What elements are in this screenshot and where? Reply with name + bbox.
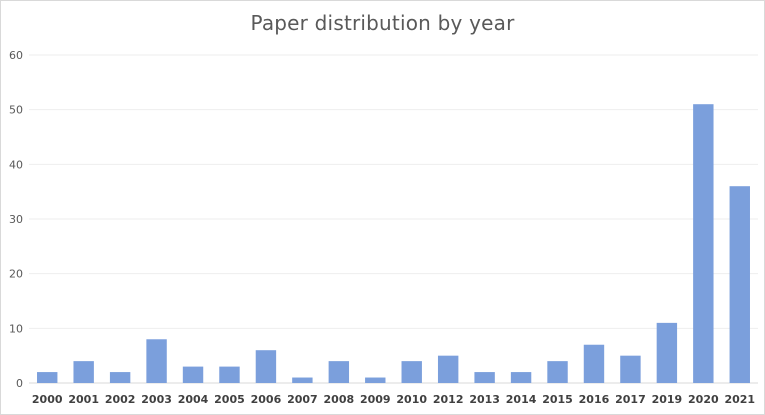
bars bbox=[37, 104, 750, 383]
bar-2021 bbox=[729, 186, 750, 383]
x-tick-label: 2019 bbox=[652, 393, 683, 406]
x-tick-label: 2021 bbox=[724, 393, 755, 406]
y-tick-label: 20 bbox=[9, 268, 23, 281]
bar-2004 bbox=[182, 366, 204, 383]
x-tick-label: 2012 bbox=[433, 393, 464, 406]
x-tick-label: 2001 bbox=[68, 393, 99, 406]
x-tick-label: 2020 bbox=[688, 393, 719, 406]
y-axis-ticks: 0 10 20 30 40 50 60 bbox=[9, 49, 23, 390]
y-tick-label: 0 bbox=[16, 377, 23, 390]
x-tick-label: 2000 bbox=[32, 393, 63, 406]
bar-2014 bbox=[510, 372, 532, 383]
bar-2001 bbox=[73, 361, 94, 383]
x-tick-label: 2009 bbox=[360, 393, 391, 406]
bar-2006 bbox=[255, 350, 277, 383]
y-tick-label: 10 bbox=[9, 322, 23, 335]
y-tick-label: 30 bbox=[9, 213, 23, 226]
bar-2008 bbox=[328, 361, 350, 383]
x-tick-label: 2004 bbox=[178, 393, 209, 406]
bar-2009 bbox=[365, 377, 386, 383]
bar-2007 bbox=[292, 377, 313, 383]
chart-title: Paper distribution by year bbox=[250, 11, 515, 35]
x-tick-label: 2013 bbox=[469, 393, 500, 406]
bar-2019 bbox=[656, 322, 678, 383]
x-tick-label: 2003 bbox=[141, 393, 172, 406]
x-tick-label: 2010 bbox=[396, 393, 427, 406]
x-tick-label: 2008 bbox=[324, 393, 355, 406]
x-tick-label: 2006 bbox=[251, 393, 282, 406]
y-tick-label: 50 bbox=[9, 104, 23, 117]
bar-2002 bbox=[109, 372, 131, 383]
bar-2020 bbox=[693, 104, 714, 383]
bar-2013 bbox=[474, 372, 495, 383]
bar-2005 bbox=[219, 366, 240, 383]
bar-2003 bbox=[146, 339, 167, 383]
gridlines bbox=[29, 54, 758, 384]
x-tick-label: 2015 bbox=[542, 393, 573, 406]
x-axis-ticks: 2000 2001 2002 2003 2004 2005 2006 2007 2008 2009… bbox=[32, 393, 755, 406]
x-tick-label: 2007 bbox=[287, 393, 318, 406]
bar-2016 bbox=[583, 344, 605, 383]
y-tick-label: 40 bbox=[9, 158, 23, 171]
y-tick-label: 60 bbox=[9, 49, 23, 62]
x-tick-label: 2016 bbox=[579, 393, 610, 406]
bar-2000 bbox=[37, 372, 58, 383]
x-tick-label: 2002 bbox=[105, 393, 136, 406]
x-tick-label: 2005 bbox=[214, 393, 245, 406]
bar-2012 bbox=[437, 355, 459, 383]
x-tick-label: 2014 bbox=[506, 393, 537, 406]
bar-2015 bbox=[547, 361, 568, 383]
x-tick-label: 2017 bbox=[615, 393, 646, 406]
bar-2010 bbox=[401, 361, 422, 383]
bar-2017 bbox=[620, 355, 641, 383]
